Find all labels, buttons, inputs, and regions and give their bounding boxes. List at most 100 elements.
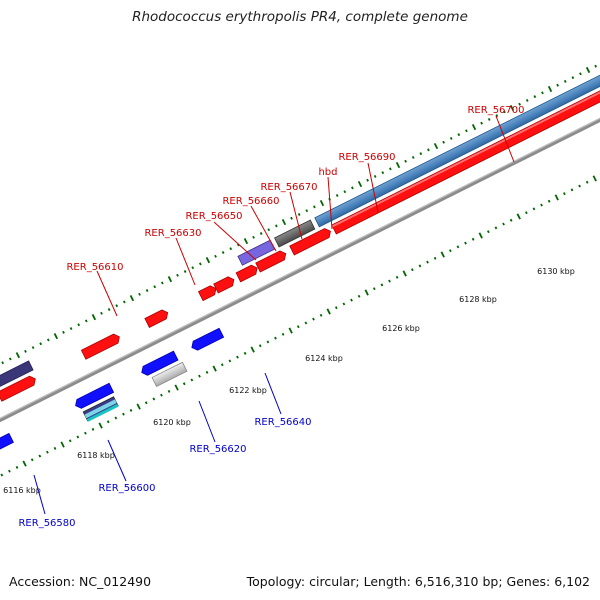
- genome-summary: Topology: circular; Length: 6,516,310 bp…: [246, 574, 590, 589]
- gene-label[interactable]: RER_56700: [467, 105, 524, 116]
- major-tick: [402, 270, 407, 277]
- gene-feature-reverse-other[interactable]: [86, 403, 119, 422]
- major-tick: [478, 232, 483, 239]
- gene-label[interactable]: RER_56650: [185, 211, 242, 222]
- scale-label: 6128 kbp: [459, 295, 497, 304]
- minor-tick: [297, 213, 301, 216]
- minor-tick: [426, 260, 429, 264]
- gene-label[interactable]: hbd: [318, 167, 337, 178]
- gene-feature-forward-other[interactable]: [314, 60, 600, 228]
- minor-tick: [503, 110, 506, 114]
- minor-tick: [380, 283, 384, 287]
- scale-label: 6120 kbp: [153, 418, 191, 427]
- gene-feature-forward[interactable]: [80, 332, 121, 360]
- gene-feature-reverse-other[interactable]: [151, 361, 188, 387]
- major-tick: [205, 257, 211, 264]
- minor-tick: [532, 207, 536, 211]
- lower-tick-row: [0, 175, 597, 477]
- major-tick: [471, 123, 477, 131]
- minor-tick: [442, 140, 445, 144]
- gene-feature-forward[interactable]: [213, 275, 236, 294]
- callout-line: [495, 115, 515, 163]
- gene-label[interactable]: RER_56600: [98, 483, 155, 494]
- gene-feature-forward[interactable]: [0, 374, 38, 402]
- minor-tick: [342, 302, 346, 306]
- gene-feature-reverse[interactable]: [190, 327, 225, 352]
- gene-label[interactable]: RER_56610: [66, 262, 123, 273]
- minor-tick: [480, 121, 483, 125]
- major-tick: [174, 384, 179, 391]
- callout-line: [96, 270, 118, 317]
- minor-tick: [15, 465, 19, 469]
- gene-callouts: [33, 115, 515, 515]
- minor-tick: [487, 117, 491, 121]
- minor-tick: [495, 114, 499, 118]
- callout-line: [33, 474, 46, 515]
- minor-tick: [579, 72, 582, 76]
- minor-tick: [214, 254, 217, 258]
- minor-tick: [335, 193, 339, 197]
- major-tick: [22, 460, 27, 467]
- gene-feature-forward-other[interactable]: [0, 360, 34, 390]
- gene-feature-forward[interactable]: [255, 249, 288, 273]
- minor-tick: [160, 281, 164, 285]
- gene-feature-reverse[interactable]: [0, 432, 14, 456]
- gene-label[interactable]: RER_56670: [260, 182, 317, 193]
- minor-tick: [518, 102, 521, 106]
- minor-tick: [411, 155, 415, 159]
- minor-tick: [404, 159, 407, 163]
- minor-tick: [38, 454, 42, 458]
- minor-tick: [167, 389, 171, 393]
- gene-label[interactable]: RER_56620: [189, 444, 246, 455]
- minor-tick: [236, 355, 239, 359]
- major-tick: [509, 104, 515, 112]
- gene-feature-reverse-other[interactable]: [84, 399, 117, 419]
- minor-tick: [252, 235, 255, 239]
- minor-tick: [275, 224, 278, 228]
- gene-label[interactable]: RER_56690: [338, 152, 395, 163]
- gene-label[interactable]: RER_56660: [222, 196, 279, 207]
- minor-tick: [205, 370, 209, 374]
- minor-tick: [8, 357, 12, 361]
- minor-tick: [563, 192, 566, 196]
- minor-tick: [8, 469, 11, 473]
- minor-tick: [540, 203, 543, 207]
- minor-tick: [228, 359, 232, 363]
- minor-tick: [198, 262, 202, 266]
- minor-tick: [296, 325, 300, 329]
- minor-tick: [389, 167, 392, 171]
- minor-tick: [76, 435, 80, 439]
- minor-tick: [509, 218, 513, 222]
- gene-feature-reverse[interactable]: [73, 382, 115, 410]
- minor-tick: [312, 317, 315, 321]
- gene-label[interactable]: RER_56640: [254, 417, 311, 428]
- minor-tick: [53, 446, 57, 450]
- gene-feature-forward[interactable]: [235, 263, 259, 283]
- minor-tick: [267, 228, 271, 232]
- minor-tick: [433, 256, 437, 260]
- minor-tick: [100, 311, 103, 315]
- major-tick: [53, 333, 59, 340]
- gene-feature-forward[interactable]: [198, 284, 219, 302]
- major-tick: [319, 199, 325, 207]
- gene-feature-forward[interactable]: [144, 308, 170, 328]
- major-tick: [547, 85, 553, 93]
- callout-line: [327, 176, 333, 230]
- gene-feature-forward[interactable]: [289, 227, 333, 256]
- minor-tick: [84, 319, 88, 323]
- genome-axis-highlight: [0, 96, 600, 438]
- gene-label[interactable]: RER_56580: [18, 518, 75, 529]
- scale-label: 6130 kbp: [537, 267, 575, 276]
- gene-feature-reverse[interactable]: [140, 350, 179, 377]
- minor-tick: [456, 245, 460, 249]
- minor-tick: [570, 188, 574, 192]
- upper-tick-row: [1, 64, 597, 365]
- minor-tick: [190, 378, 194, 382]
- minor-tick: [122, 300, 126, 304]
- gene-label[interactable]: RER_56630: [144, 228, 201, 239]
- reverse-strand-genes: [0, 327, 225, 456]
- major-tick: [395, 161, 401, 169]
- gene-feature-forward-other[interactable]: [274, 219, 316, 248]
- gene-feature-forward[interactable]: [331, 73, 600, 235]
- minor-tick: [115, 304, 119, 308]
